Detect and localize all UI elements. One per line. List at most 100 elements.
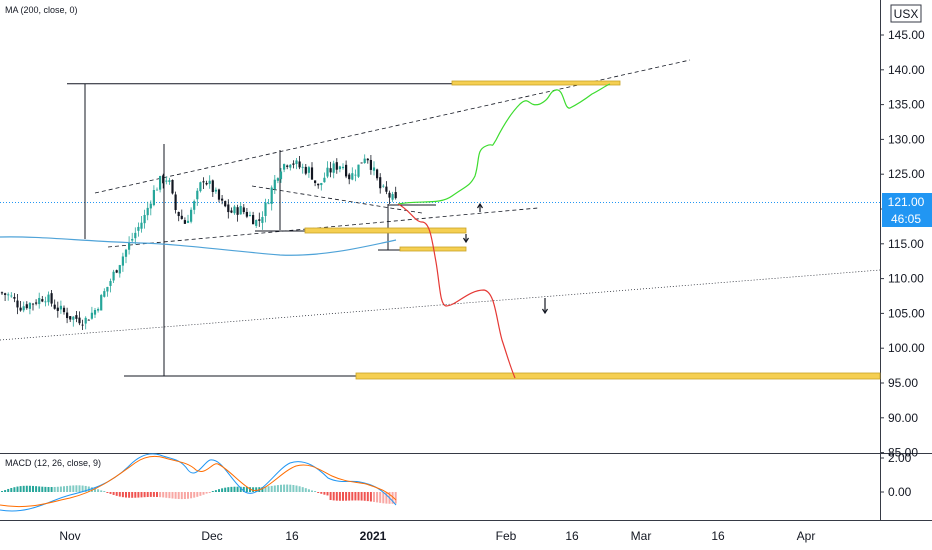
price-tick-label: 130.00 (888, 132, 925, 146)
candle-body (199, 182, 202, 192)
macd-histogram-bar (177, 492, 180, 500)
macd-histogram-bar (53, 486, 56, 492)
candle-body (62, 307, 66, 313)
inner-trendline (251, 185, 423, 214)
macd-histogram-bar (103, 491, 106, 492)
macd-histogram-bar (146, 492, 149, 498)
candle-body (276, 178, 279, 181)
macd-histogram-bar (218, 489, 220, 492)
macd-histogram-bar (121, 492, 124, 498)
macd-histogram-bar (239, 486, 242, 492)
price-tick-label: 140.00 (888, 63, 925, 77)
candle-body (248, 214, 252, 216)
candle-body (301, 166, 304, 168)
candle-body (372, 167, 376, 171)
candle-body (310, 167, 314, 180)
macd-histogram-bar (28, 485, 31, 492)
price-tick-label: 125.00 (888, 167, 925, 181)
macd-histogram-bar (156, 492, 158, 497)
macd-histogram-bar (59, 486, 62, 492)
projection-paths-layer (397, 83, 611, 379)
macd-indicator-label[interactable]: MACD (12, 26, close, 9) (5, 458, 101, 468)
macd-layer (0, 453, 397, 512)
countdown-value: 46:05 (891, 212, 921, 226)
macd-axis-ticks: 2.00 0.00 (880, 451, 912, 499)
macd-histogram-bar (224, 487, 227, 492)
currency-box[interactable] (890, 4, 922, 23)
macd-histogram-bar (115, 492, 118, 496)
candle-body (273, 179, 276, 190)
macd-histogram-bar (4, 490, 7, 492)
macd-histogram-bar (369, 492, 372, 502)
candle-body (360, 162, 363, 164)
main-pane (0, 0, 880, 453)
macd-histogram-bar (134, 492, 137, 498)
macd-histogram-bar (326, 492, 329, 496)
macd-histogram-bar (165, 492, 168, 498)
candle-body (4, 293, 7, 295)
macd-histogram-bar (168, 492, 171, 499)
time-tick-label: Apr (797, 529, 816, 543)
macd-histogram-bar (354, 492, 357, 501)
macd-histogram-bar (351, 492, 354, 501)
macd-histogram-bar (56, 486, 59, 492)
candle-body (100, 295, 103, 311)
macd-histogram-bar (143, 492, 146, 498)
target-zone (304, 227, 467, 234)
macd-histogram-bar (25, 485, 28, 492)
candle-body (252, 215, 255, 225)
candle-body (304, 166, 307, 174)
candle-body (118, 265, 121, 274)
macd-histogram-bar (106, 492, 109, 493)
macd-histogram-bar (379, 492, 382, 503)
candle-body (13, 297, 16, 299)
macd-histogram-bar (32, 485, 34, 492)
candle-body (140, 222, 143, 229)
time-tick-label: Dec (201, 529, 222, 543)
candle-body (341, 166, 345, 169)
candle-body (186, 220, 190, 223)
macd-histogram-bar (131, 492, 134, 498)
bearish-projection-path (397, 203, 516, 379)
candle-body (103, 291, 106, 297)
target-zone (451, 80, 621, 86)
candle-body (255, 220, 258, 226)
candle-body (121, 256, 124, 266)
macd-histogram-bar (304, 488, 307, 492)
ma-200-line (0, 236, 397, 256)
direction-arrow-head (462, 237, 470, 244)
ma-indicator-label[interactable]: MA (200, close, 0) (5, 5, 78, 15)
channel-lower (107, 207, 539, 248)
candle-body (155, 189, 159, 191)
candle-body (44, 301, 47, 303)
candle-body (264, 202, 267, 217)
candle-body (93, 309, 97, 315)
macd-histogram-bar (307, 489, 310, 492)
candle-body (239, 205, 242, 215)
currency-label: USX (894, 7, 919, 21)
macd-histogram-bar (109, 492, 112, 494)
macd-histogram-bar (382, 492, 385, 504)
candle-body (217, 189, 221, 200)
price-tick-label: 100.00 (888, 341, 925, 355)
candle-body (87, 319, 90, 321)
macd-histogram-bar (338, 492, 341, 501)
macd-histogram-bar (286, 484, 289, 492)
macd-histogram-bar (190, 492, 193, 499)
macd-histogram-bar (221, 488, 224, 492)
macd-histogram-bar (202, 492, 205, 495)
candle-body (109, 281, 112, 286)
last-price-marker: 121.00 46:05 (882, 193, 932, 227)
time-tick-label: 16 (565, 529, 579, 543)
macd-histogram-bar (180, 492, 183, 500)
macd-histogram-bar (249, 487, 251, 492)
macd-histogram-bar (276, 485, 279, 492)
macd-histogram-bar (38, 486, 41, 492)
candle-body (177, 211, 180, 217)
macd-histogram-bar (84, 485, 87, 492)
long-trendline (0, 269, 881, 341)
candle-body (320, 183, 323, 186)
candle-body (332, 163, 335, 173)
candle-body (174, 194, 177, 211)
